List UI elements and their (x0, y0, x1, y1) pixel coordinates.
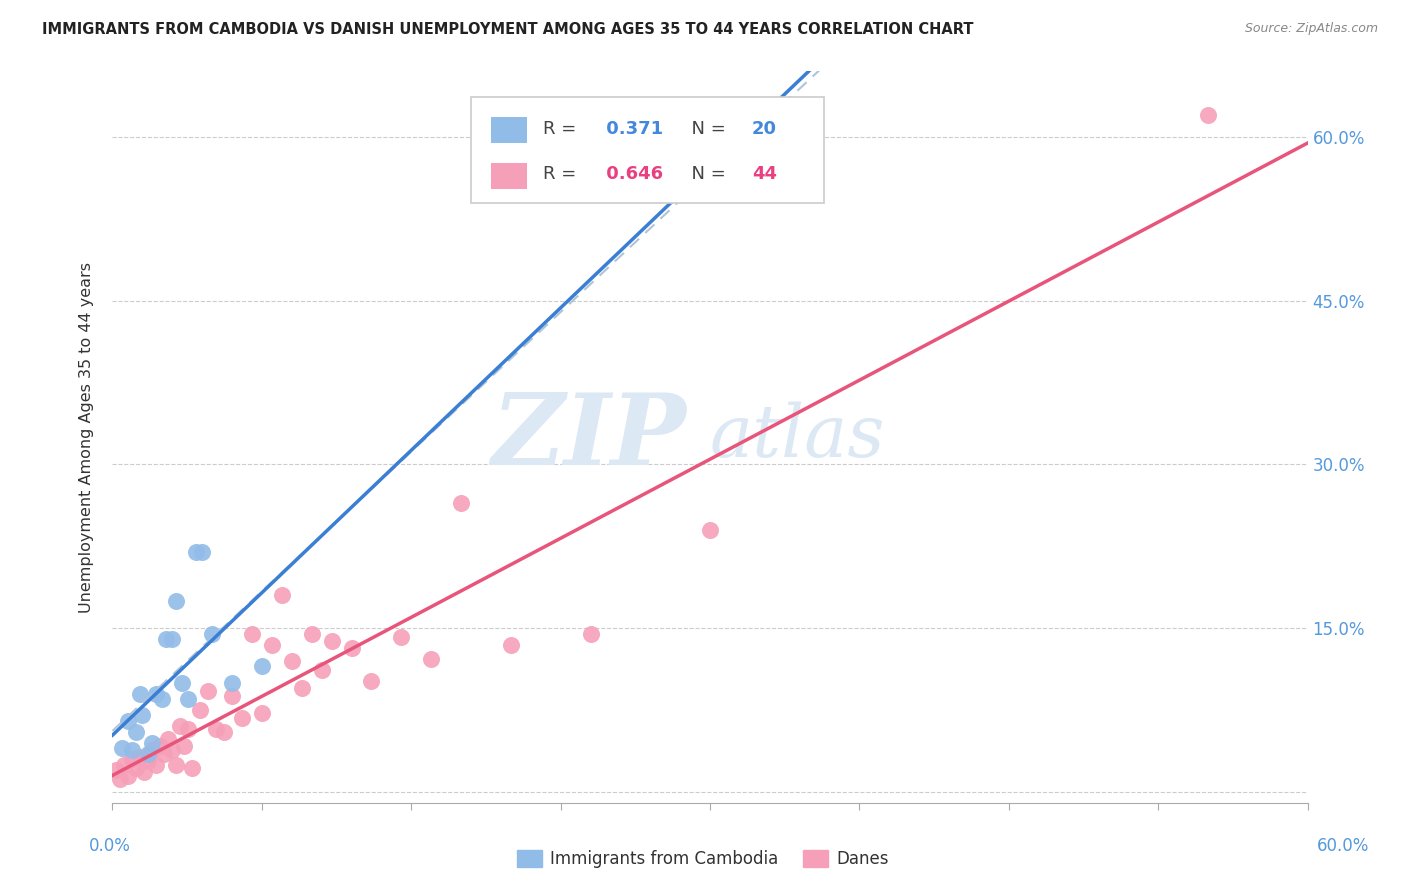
Point (110, 772, 132, 786)
Text: 0.0%: 0.0% (89, 837, 131, 855)
Point (389, 630, 412, 644)
Point (321, 634, 343, 648)
Text: ZIP: ZIP (491, 389, 686, 485)
Point (221, 675, 243, 690)
Point (231, 711, 253, 725)
Legend: Immigrants from Cambodia, Danes: Immigrants from Cambodia, Danes (510, 843, 896, 875)
Point (141, 736, 163, 750)
Point (205, 722, 228, 736)
Point (145, 687, 167, 701)
Point (138, 747, 160, 761)
Text: N =: N = (681, 120, 731, 138)
Text: R =: R = (543, 120, 582, 138)
Text: 0.371: 0.371 (600, 120, 664, 138)
Point (301, 626, 323, 640)
Point (181, 761, 204, 775)
Point (111, 741, 134, 756)
Point (114, 757, 135, 772)
Point (221, 689, 243, 703)
Point (1197, 108, 1219, 122)
Point (157, 732, 180, 747)
Point (250, 659, 273, 673)
Y-axis label: Unemployment Among Ages 35 to 44 years: Unemployment Among Ages 35 to 44 years (79, 261, 94, 613)
Text: 44: 44 (752, 165, 778, 183)
Point (291, 681, 314, 695)
Text: 20: 20 (752, 120, 778, 138)
Point (311, 663, 333, 677)
Point (138, 754, 160, 768)
Point (162, 743, 183, 757)
Point (125, 724, 148, 739)
Point (173, 739, 195, 753)
Point (420, 651, 443, 665)
Point (121, 752, 143, 766)
Point (172, 675, 194, 690)
Point (250, 706, 273, 721)
FancyBboxPatch shape (491, 118, 527, 144)
Point (153, 747, 176, 761)
Point (360, 673, 382, 688)
Point (155, 632, 177, 646)
Point (117, 768, 139, 782)
Text: 0.646: 0.646 (600, 165, 664, 183)
Point (117, 714, 139, 728)
Text: N =: N = (681, 165, 731, 183)
Point (177, 692, 200, 706)
FancyBboxPatch shape (491, 162, 527, 189)
Point (165, 594, 187, 608)
Point (699, 523, 721, 537)
FancyBboxPatch shape (471, 97, 824, 203)
Point (134, 765, 156, 780)
Point (125, 761, 148, 775)
Point (121, 743, 143, 757)
Point (165, 757, 187, 772)
Point (188, 703, 211, 717)
Point (240, 626, 263, 640)
Point (281, 654, 304, 668)
Point (169, 719, 191, 733)
Text: R =: R = (543, 165, 582, 183)
Point (260, 638, 283, 652)
Point (105, 763, 128, 777)
Point (149, 739, 172, 753)
Point (150, 692, 173, 706)
Point (340, 640, 363, 655)
Point (141, 743, 163, 757)
Point (177, 722, 200, 736)
Text: 60.0%: 60.0% (1316, 837, 1369, 855)
Point (129, 687, 152, 701)
Point (131, 708, 153, 723)
Point (129, 750, 152, 764)
Point (191, 545, 214, 559)
Point (145, 757, 167, 772)
Point (450, 495, 472, 509)
Text: Source: ZipAtlas.com: Source: ZipAtlas.com (1244, 22, 1378, 36)
Point (499, 638, 522, 652)
Point (162, 632, 183, 646)
Point (270, 588, 292, 602)
Text: IMMIGRANTS FROM CAMBODIA VS DANISH UNEMPLOYMENT AMONG AGES 35 TO 44 YEARS CORREL: IMMIGRANTS FROM CAMBODIA VS DANISH UNEMP… (42, 22, 974, 37)
Point (197, 684, 219, 698)
Point (186, 545, 208, 559)
Point (212, 724, 235, 739)
Text: atlas: atlas (710, 401, 886, 473)
Point (579, 626, 602, 640)
Point (201, 626, 224, 640)
